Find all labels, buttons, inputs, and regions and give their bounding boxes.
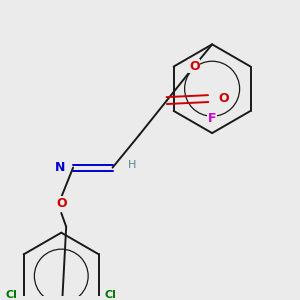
Text: Cl: Cl — [105, 290, 117, 300]
Text: H: H — [128, 160, 137, 170]
Text: O: O — [189, 60, 200, 73]
Text: F: F — [208, 112, 216, 125]
Text: Cl: Cl — [6, 290, 18, 300]
Text: N: N — [55, 161, 65, 174]
Text: O: O — [56, 196, 67, 210]
Text: O: O — [218, 92, 229, 105]
